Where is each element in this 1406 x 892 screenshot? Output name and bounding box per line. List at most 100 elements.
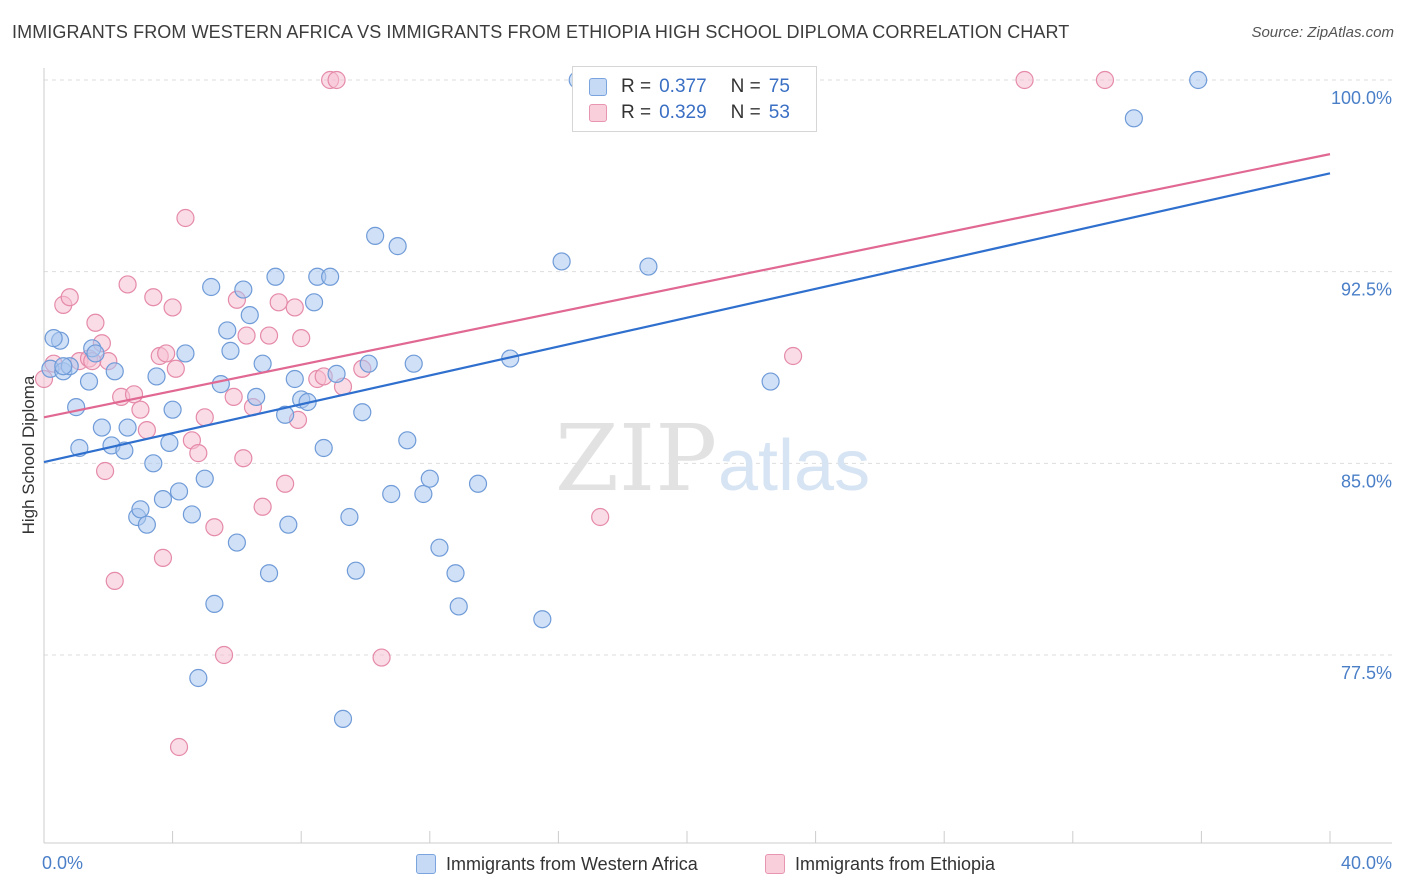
bottom-legend-ethiopia: Immigrants from Ethiopia [765,851,995,877]
ethiopia-point-21 [166,359,185,378]
western-africa-point-9 [92,418,111,437]
western-africa-point-16 [137,515,156,534]
ethiopia-point-3 [60,288,79,307]
ethiopia-point-50 [1015,70,1034,90]
trend-line-western-africa [43,172,1331,464]
western-africa-point-25 [189,668,208,688]
western-africa-point-56 [382,484,401,504]
ethiopia-point-32 [237,326,256,345]
western-africa-point-47 [321,267,340,286]
ethiopia-point-19 [157,344,176,363]
western-africa-point-54 [366,226,385,245]
ethiopia-point-23 [176,208,195,228]
ethiopia-point-27 [205,518,224,537]
axes [43,68,1392,844]
ethiopia-point-16 [144,288,163,307]
series-western-africa-points [41,70,1208,728]
legend-row-ethiopia: R = 0.329 N = 53 [589,101,790,125]
trend-lines [43,153,1331,464]
legend-n-value: 75 [768,76,790,97]
ethiopia-point-18 [153,548,173,567]
ethiopia-point-6 [86,313,105,332]
ethiopia-point-47 [372,648,391,667]
legend-n-label: N = [730,76,761,97]
bottom-legend-label: Immigrants from Western Africa [446,853,698,874]
western-africa-point-28 [205,594,224,613]
y-tick-label-1: 92.5% [1341,280,1392,300]
x-tick-label-min: 0.0% [42,853,83,873]
western-africa-point-59 [414,484,433,504]
ethiopia-point-29 [224,387,243,406]
ethiopia-point-31 [234,449,253,468]
legend-n-label: N = [730,102,761,123]
western-africa-point-12 [115,441,134,460]
trend-line-ethiopia [43,153,1331,419]
western-africa-point-69 [639,257,658,276]
western-africa-point-24 [182,505,201,524]
bottom-legend-swatch-pink [765,854,785,874]
source-label: Source: ZipAtlas.com [1251,24,1394,41]
western-africa-point-60 [420,469,439,488]
ethiopia-point-15 [137,421,156,440]
western-africa-point-39 [276,405,295,424]
ethiopia-point-28 [214,645,234,665]
western-africa-point-61 [430,538,449,557]
western-africa-point-26 [195,469,214,488]
bottom-legend-swatch-blue [416,854,436,874]
western-africa-point-17 [144,454,163,473]
western-africa-point-29 [211,375,230,394]
legend-r-label: R = [621,102,652,123]
x-tick-label-max: 40.0% [1341,853,1392,873]
western-africa-point-41 [285,369,304,389]
legend-r-value: 0.329 [659,102,707,123]
ethiopia-point-36 [269,293,288,312]
western-africa-point-27 [202,277,221,297]
western-africa-point-18 [147,367,166,386]
western-africa-point-71 [1124,109,1143,128]
ethiopia-point-48 [591,507,610,527]
western-africa-point-62 [446,564,465,583]
western-africa-point-30 [218,321,237,340]
western-africa-point-57 [398,431,417,450]
western-africa-point-15 [131,500,150,519]
y-axis-label: High School Diploma [19,375,38,534]
western-africa-point-49 [333,709,353,728]
western-africa-point-51 [346,561,365,580]
ethiopia-point-26 [195,408,214,427]
legend-r-label: R = [621,76,652,97]
western-africa-point-38 [266,267,285,286]
western-africa-point-53 [359,354,378,373]
watermark-atlas: atlas [718,426,870,506]
ethiopia-point-44 [327,70,346,90]
gridlines [44,79,1392,656]
tick-labels: 100.0% 92.5% 85.0% 77.5% 0.0% 40.0% [42,88,1392,873]
western-africa-point-37 [259,564,279,583]
western-africa-point-58 [404,354,423,373]
western-africa-point-36 [253,354,272,373]
ethiopia-point-40 [292,329,311,348]
western-africa-point-70 [761,372,780,391]
western-africa-point-23 [176,344,195,363]
western-africa-point-73 [44,329,63,348]
ethiopia-point-37 [276,474,295,493]
western-africa-point-74 [54,357,73,376]
legend-row-western-africa: R = 0.377 N = 75 [589,75,790,99]
ethiopia-point-22 [169,737,189,757]
legend-swatch-blue [589,78,607,96]
western-africa-point-13 [118,418,137,437]
western-africa-point-22 [169,482,189,501]
ethiopia-point-49 [783,346,803,366]
y-tick-label-2: 85.0% [1341,471,1392,491]
western-africa-point-32 [227,533,246,552]
western-africa-point-52 [353,403,372,422]
ethiopia-point-51 [1095,70,1115,90]
bottom-legend-western-africa: Immigrants from Western Africa [416,851,698,877]
ethiopia-point-35 [259,326,279,345]
ethiopia-point-20 [163,298,182,317]
y-tick-label-0: 100.0% [1331,88,1392,108]
western-africa-point-34 [240,306,259,325]
ethiopia-point-38 [285,298,304,317]
western-africa-point-66 [533,610,552,629]
western-africa-point-46 [314,438,333,458]
